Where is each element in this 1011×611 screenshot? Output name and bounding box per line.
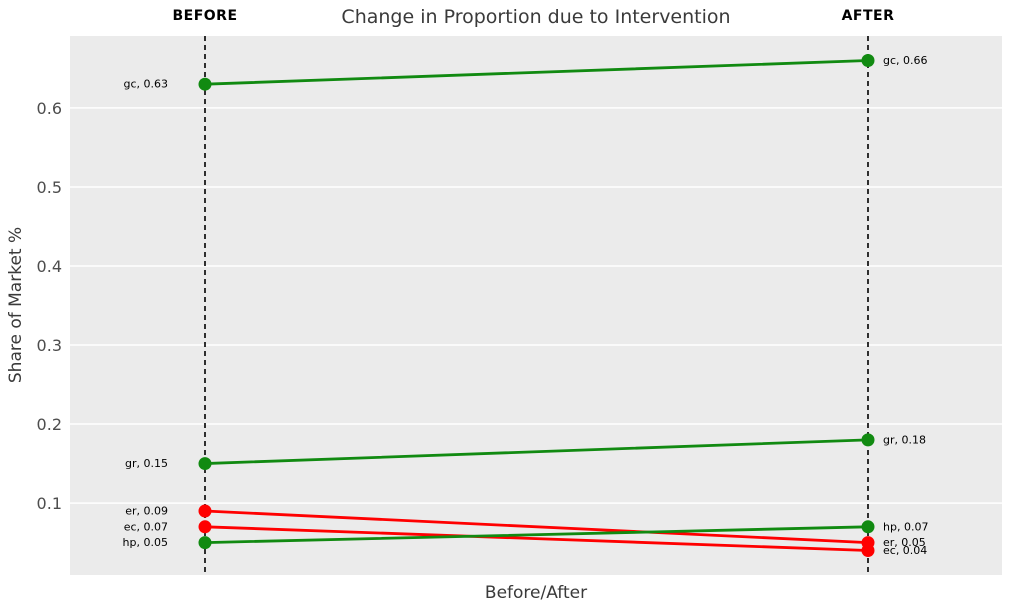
plot-area — [70, 36, 1002, 575]
slope-line-ec — [203, 525, 870, 552]
point-label-after-gc: gc, 0.66 — [883, 54, 928, 67]
point-before-ec — [198, 520, 212, 534]
point-after-gc — [861, 54, 875, 67]
x-axis-label: Before/After — [484, 583, 588, 603]
point-before-hp — [198, 536, 212, 550]
point-label-before-gr: gr, 0.15 — [125, 457, 168, 470]
point-after-gr — [861, 433, 875, 447]
point-label-before-hp: hp, 0.05 — [123, 536, 168, 549]
point-after-ec — [861, 544, 875, 557]
slope-line-gr — [203, 438, 870, 465]
slope-line-hp — [203, 525, 870, 544]
point-before-gc — [198, 77, 212, 91]
point-after-hp — [861, 520, 875, 534]
chart-title: Change in Proportion due to Intervention — [341, 6, 731, 28]
y-tick-label: 0.6 — [37, 99, 62, 118]
slope-line-er — [203, 509, 870, 544]
y-tick-label: 0.3 — [37, 336, 62, 355]
point-label-after-gr: gr, 0.18 — [883, 433, 926, 446]
point-label-before-gc: gc, 0.63 — [123, 78, 168, 91]
point-label-after-hp: hp, 0.07 — [883, 520, 928, 533]
y-tick-label: 0.4 — [37, 257, 62, 276]
y-tick-label: 0.1 — [37, 494, 62, 513]
point-before-er — [198, 504, 212, 518]
y-tick-label: 0.5 — [37, 178, 62, 197]
point-label-after-ec: ec, 0.04 — [883, 544, 927, 557]
point-label-before-er: er, 0.09 — [125, 504, 168, 517]
y-tick-label: 0.2 — [37, 415, 62, 434]
y-axis-label: Share of Market % — [6, 226, 26, 384]
point-label-after-er: er, 0.05 — [883, 536, 926, 549]
slope-line-gc — [203, 59, 870, 86]
point-before-gr — [198, 457, 212, 471]
point-label-before-ec: ec, 0.07 — [124, 520, 168, 533]
before-column-header: BEFORE — [172, 8, 238, 24]
after-column-header: AFTER — [841, 8, 895, 24]
